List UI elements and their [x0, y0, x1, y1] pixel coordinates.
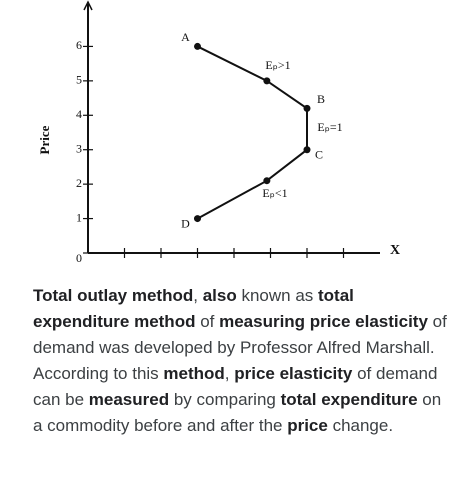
bold-text: measuring price elasticity — [219, 312, 428, 331]
text: , — [193, 286, 203, 305]
point — [303, 146, 311, 154]
bold-text: method — [163, 364, 225, 383]
bold-text: total expenditure — [280, 390, 418, 409]
point — [194, 215, 201, 223]
point-label: A — [181, 30, 190, 44]
text: , — [224, 364, 235, 383]
y-tick-label: 6 — [76, 38, 82, 52]
point — [194, 42, 201, 50]
point-label: B — [317, 92, 325, 106]
bold-text: price elasticity — [234, 364, 353, 383]
y-tick-label: 2 — [76, 176, 82, 190]
bold-text: total expenditure method — [33, 286, 354, 331]
y-axis-label: Price — [37, 125, 52, 154]
y-tick-label: 5 — [76, 73, 82, 87]
annotation: Eₚ<1 — [262, 186, 287, 200]
text: of demand can be — [33, 364, 438, 409]
point-label: C — [315, 147, 323, 161]
y-tick-label: 0 — [76, 251, 82, 265]
y-tick-label: 4 — [76, 107, 82, 121]
bold-text: also — [202, 286, 237, 305]
text: on a commodity before and after the — [33, 390, 442, 435]
text: known as — [236, 286, 318, 305]
description: Total outlay method, also known as total… — [33, 283, 453, 439]
y-tick-label: 1 — [76, 210, 82, 224]
chart: Price X 0 1 2 3 4 5 6 A B C D Eₚ>1 Eₚ=1 Eₚ<1 — [37, 0, 400, 265]
point-label: D — [181, 216, 190, 230]
point — [263, 177, 271, 185]
bold-text: measured — [88, 390, 170, 409]
curve — [197, 45, 308, 220]
x-axis-label: X — [390, 243, 400, 258]
annotation: Eₚ>1 — [265, 58, 290, 72]
text: change. — [327, 416, 394, 435]
bold-text: price — [287, 416, 328, 435]
point — [303, 104, 311, 112]
y-tick-label: 3 — [76, 141, 82, 155]
y-axis-arrow — [83, 0, 93, 11]
point — [263, 77, 271, 85]
text: of demand was developed by Professor Alf… — [33, 312, 447, 383]
text: of — [195, 312, 220, 331]
bold-text: Total outlay method — [33, 286, 194, 305]
annotation: Eₚ=1 — [317, 120, 342, 134]
text: by comparing — [169, 390, 281, 409]
